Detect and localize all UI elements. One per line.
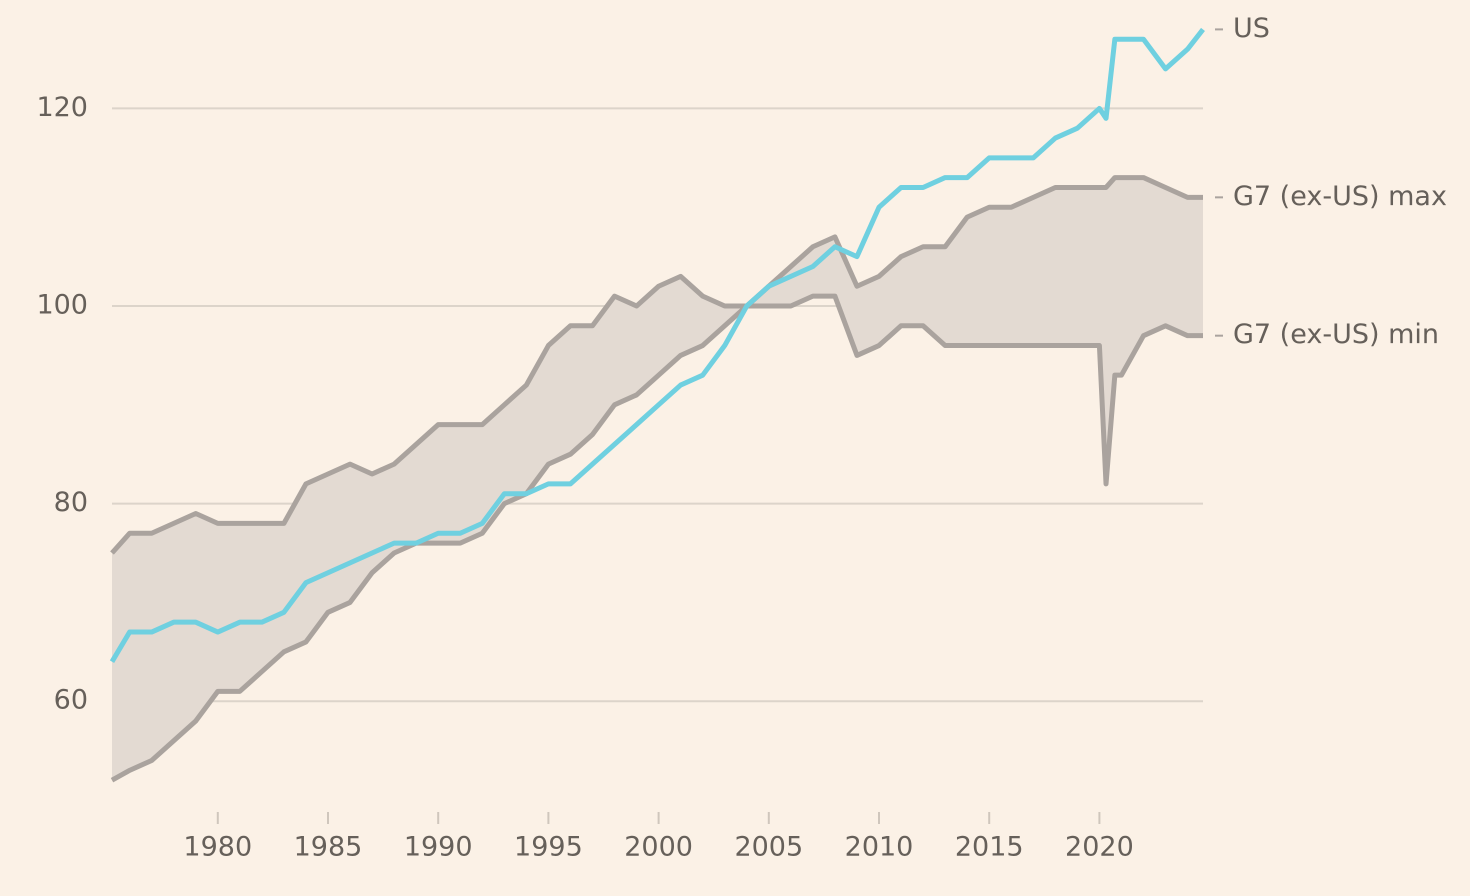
y-tick-label: 80	[54, 487, 88, 518]
legend-label: G7 (ex-US) min	[1233, 319, 1439, 350]
series-line	[110, 293, 1203, 783]
legend-label: G7 (ex-US) max	[1233, 181, 1447, 212]
series-line	[110, 175, 1203, 555]
y-tick-label: 60	[54, 685, 88, 716]
x-tick-label: 1985	[294, 832, 363, 863]
x-tick-label: 2020	[1065, 832, 1134, 863]
x-tick-label: 1995	[514, 832, 583, 863]
x-tick-label: 2000	[624, 832, 693, 863]
legend-label: US	[1233, 13, 1270, 44]
y-tick-label: 120	[36, 92, 88, 123]
x-tick-label: 2015	[955, 832, 1024, 863]
series-line	[109, 27, 1205, 663]
y-tick-label: 100	[36, 290, 88, 321]
x-tick-label: 2005	[734, 832, 803, 863]
x-tick-label: 2010	[845, 832, 914, 863]
x-tick-label: 1980	[183, 832, 252, 863]
range-band	[112, 177, 1203, 781]
x-tick-label: 1990	[404, 832, 473, 863]
